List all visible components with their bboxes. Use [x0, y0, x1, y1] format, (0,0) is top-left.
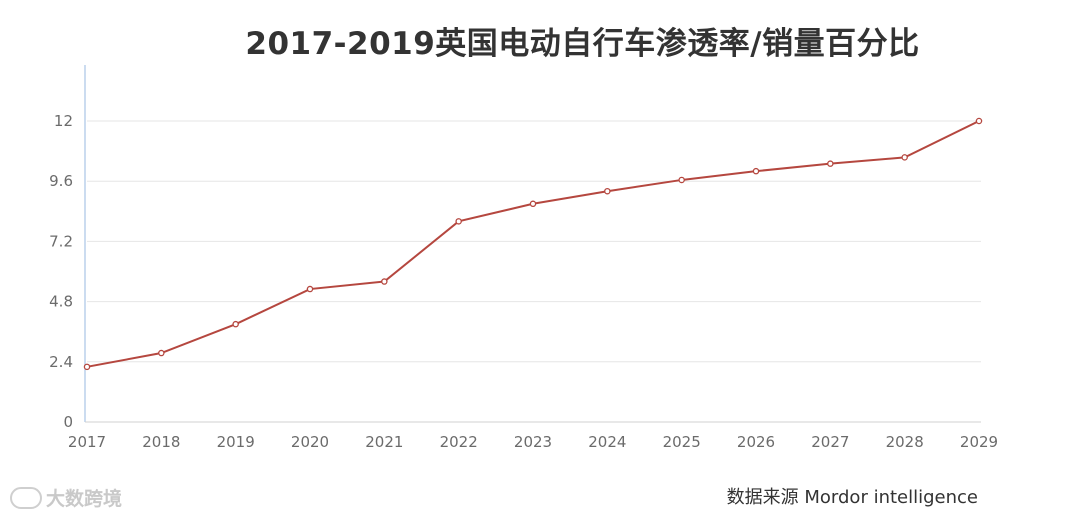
- x-tick-label: 2024: [588, 433, 626, 451]
- watermark: 大数跨境: [10, 484, 122, 511]
- data-point: [381, 278, 388, 285]
- x-tick-label: 2025: [663, 433, 701, 451]
- data-point: [901, 154, 908, 161]
- data-point: [455, 218, 462, 225]
- data-source: 数据来源 Mordor intelligence: [726, 487, 978, 508]
- x-tick-label: 2020: [291, 433, 329, 451]
- x-tick-label: 2029: [960, 433, 998, 451]
- data-point: [83, 363, 91, 371]
- x-tick-label: 2023: [514, 433, 552, 451]
- data-point: [232, 320, 239, 328]
- series-line: [86, 120, 980, 368]
- data-point: [827, 160, 834, 167]
- y-tick-label: 0: [63, 413, 73, 431]
- series-group: [83, 117, 983, 371]
- data-point: [306, 285, 314, 293]
- x-tick-label: 2019: [217, 433, 255, 451]
- watermark-logo-icon: [10, 486, 42, 509]
- data-point: [678, 176, 685, 184]
- x-tick-label: 2027: [811, 433, 849, 451]
- y-tick-label: 12: [54, 112, 73, 130]
- x-tick-label: 2017: [68, 433, 106, 451]
- data-point: [529, 200, 537, 208]
- data-point: [975, 117, 983, 125]
- x-tick-labels: 2017 2018 2019 2020 2021 2022 2023 2024 2025 2026…: [68, 433, 998, 451]
- x-tick-label: 2022: [440, 433, 478, 451]
- gridlines: [87, 120, 981, 363]
- x-tick-label: 2026: [737, 433, 775, 451]
- y-tick-label: 4.8: [49, 293, 73, 311]
- data-point: [604, 187, 611, 195]
- y-tick-label: 2.4: [49, 353, 73, 371]
- watermark-text: 大数跨境: [46, 488, 123, 510]
- axes: [84, 65, 981, 423]
- y-tick-labels: 0 2.4 4.8 7.2 9.6 12: [49, 112, 73, 431]
- x-tick-label: 2021: [365, 433, 403, 451]
- x-tick-label: 2028: [886, 433, 924, 451]
- y-tick-label: 9.6: [49, 172, 73, 190]
- data-point: [158, 349, 165, 357]
- chart-title: 2017-2019英国电动自行车渗透率/销量百分比: [245, 26, 920, 62]
- y-tick-label: 7.2: [49, 232, 73, 250]
- x-tick-label: 2018: [142, 433, 180, 451]
- data-point: [752, 167, 760, 175]
